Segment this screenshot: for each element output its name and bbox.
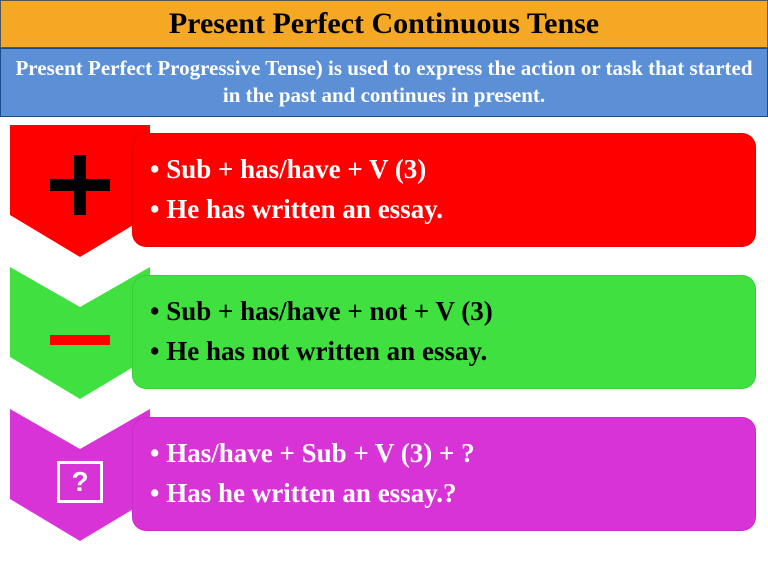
row-negative: • Sub + has/have + not + V (3) • He has …	[10, 267, 758, 399]
chevron-shape	[10, 409, 150, 541]
chevron-shape	[10, 125, 150, 257]
row-affirmative: • Sub + has/have + V (3) • He has writte…	[10, 125, 758, 257]
subtitle-bar: Present Perfect Progressive Tense) is us…	[0, 48, 768, 117]
content-box-negative: • Sub + has/have + not + V (3) • He has …	[132, 275, 756, 389]
page-title: Present Perfect Continuous Tense	[169, 7, 599, 40]
rows-container: • Sub + has/have + V (3) • He has writte…	[0, 117, 768, 541]
content-box-affirmative: • Sub + has/have + V (3) • He has writte…	[132, 133, 756, 247]
example-line: • Has he written an essay.?	[150, 474, 738, 513]
subtitle-text: Present Perfect Progressive Tense) is us…	[15, 56, 752, 107]
title-bar: Present Perfect Continuous Tense	[0, 0, 768, 48]
example-line: • He has written an essay.	[150, 190, 738, 229]
content-box-interrogative: • Has/have + Sub + V (3) + ? • Has he wr…	[132, 417, 756, 531]
formula-line: • Sub + has/have + V (3)	[150, 150, 738, 189]
row-interrogative: ? • Has/have + Sub + V (3) + ? • Has he …	[10, 409, 758, 541]
formula-line: • Sub + has/have + not + V (3)	[150, 292, 738, 331]
chevron-shape	[10, 267, 150, 399]
example-line: • He has not written an essay.	[150, 332, 738, 371]
formula-line: • Has/have + Sub + V (3) + ?	[150, 434, 738, 473]
